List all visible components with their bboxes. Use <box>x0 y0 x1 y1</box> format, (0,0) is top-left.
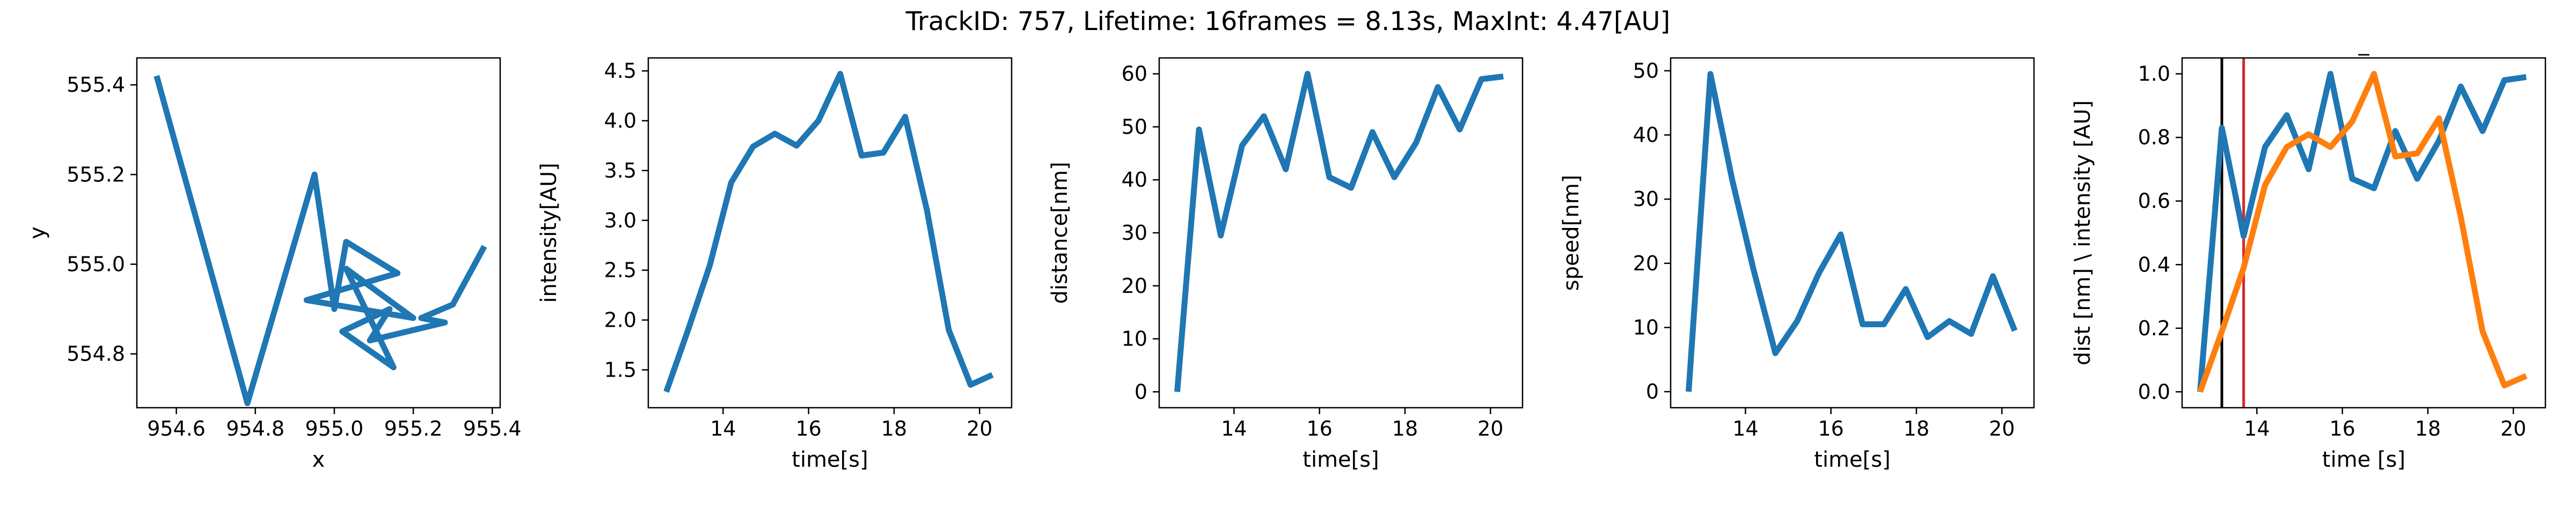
x-axis-label: time[s] <box>792 447 868 472</box>
y-tick-label: 0 <box>1135 380 1147 403</box>
plot-area <box>663 71 994 393</box>
x-tick-label: 16 <box>1306 417 1332 440</box>
subplot-4: 14 16 18 20 0 10 20 30 40 50 time[s] speed[nm] <box>1559 57 2035 472</box>
plot-area <box>1686 71 2018 392</box>
x-tick-label: 18 <box>1904 417 1929 440</box>
subplot-5: 14 16 18 20 0.0 0.2 0.4 0.6 0.8 1.0 time [s] dist [… <box>2070 31 2546 472</box>
y-tick-label: 555.4 <box>67 73 125 97</box>
x-tick-label: 16 <box>2329 417 2355 440</box>
y-tick-label: 3.5 <box>604 159 636 182</box>
axes-frame <box>1670 57 2035 409</box>
y-tick-label: 20 <box>1633 252 1659 275</box>
y-tick-label: 20 <box>1122 274 1147 298</box>
x-axis-label: time[s] <box>1814 447 1890 472</box>
x-tick-label: 955.4 <box>463 417 522 440</box>
plot-area <box>2197 58 2528 408</box>
y-axis-label: speed[nm] <box>1559 175 1584 291</box>
series-line-1 <box>663 71 994 393</box>
x-axis-label: time [s] <box>2322 447 2405 472</box>
x-tick-label: 954.6 <box>147 417 206 440</box>
series-line-1 <box>2197 71 2527 392</box>
figure-title: TrackID: 757, Lifetime: 16frames = 8.13s… <box>905 6 1671 36</box>
y-tick-label: 2.0 <box>604 308 636 332</box>
y-tick-label: 2.5 <box>604 259 636 282</box>
x-tick-label: 14 <box>1732 417 1758 440</box>
axes-frame <box>647 57 1013 409</box>
plot-area <box>153 75 487 407</box>
y-tick-label: 555.2 <box>67 163 125 186</box>
axes-frame <box>136 57 501 409</box>
y-tick-label: 50 <box>1633 59 1659 83</box>
y-tick-label: 554.8 <box>67 342 125 366</box>
x-tick-label: 16 <box>1818 417 1843 440</box>
y-tick-label: 30 <box>1633 187 1659 211</box>
x-tick-label: 20 <box>2500 417 2526 440</box>
y-tick-label: 10 <box>1122 327 1147 351</box>
x-tick-label: 14 <box>1221 417 1247 440</box>
series-line-2 <box>2197 71 2528 393</box>
y-tick-label: 3.0 <box>604 209 636 232</box>
y-tick-label: 0.8 <box>2138 126 2170 149</box>
y-tick-label: 0.4 <box>2138 253 2170 276</box>
y-tick-label: 0.0 <box>2138 380 2170 403</box>
y-tick-label: 555.0 <box>67 253 125 276</box>
series-line-1 <box>1174 71 1504 392</box>
y-tick-label: 1.5 <box>604 358 636 381</box>
x-tick-label: 20 <box>967 417 992 440</box>
y-tick-label: 10 <box>1633 315 1659 339</box>
x-tick-label: 20 <box>1989 417 2015 440</box>
subplot-3: 14 16 18 20 0 10 20 30 40 50 60 time[s] distance[nm] <box>1048 57 1524 472</box>
x-tick-label: 955.2 <box>384 417 443 440</box>
y-axis-label: y <box>25 226 50 239</box>
x-tick-label: 18 <box>2415 417 2441 440</box>
x-axis-label: time[s] <box>1302 447 1379 472</box>
axes-frame <box>2181 57 2546 409</box>
x-tick-label: 14 <box>710 417 736 440</box>
series-line-1 <box>153 75 487 407</box>
x-tick-label: 14 <box>2244 417 2270 440</box>
y-tick-label: 4.0 <box>604 109 636 133</box>
subplots: 954.6 954.8 955.0 955.2 955.4 554.8 555.0 555.2… <box>25 31 2546 472</box>
y-axis-label: dist [nm] \ intensity [AU] <box>2070 100 2095 365</box>
series-line-1 <box>1686 71 2018 392</box>
x-tick-label: 18 <box>881 417 907 440</box>
y-tick-label: 50 <box>1122 115 1147 138</box>
y-axis-label: distance[nm] <box>1048 161 1072 304</box>
y-axis-label: intensity[AU] <box>537 163 561 303</box>
x-tick-label: 20 <box>1477 417 1503 440</box>
y-tick-label: 0.6 <box>2138 189 2170 213</box>
x-tick-label: 954.8 <box>226 417 284 440</box>
subplot-1: 954.6 954.8 955.0 955.2 955.4 554.8 555.0 555.2… <box>25 57 522 472</box>
x-tick-label: 16 <box>795 417 821 440</box>
y-tick-label: 1.0 <box>2138 62 2170 86</box>
x-tick-label: 955.0 <box>305 417 364 440</box>
y-tick-label: 30 <box>1122 221 1147 245</box>
y-tick-label: 40 <box>1122 168 1147 192</box>
plot-area <box>1174 71 1504 392</box>
x-tick-label: 18 <box>1392 417 1418 440</box>
y-tick-label: 4.5 <box>604 59 636 83</box>
x-axis-label: x <box>312 447 325 472</box>
y-tick-label: 40 <box>1633 123 1659 147</box>
y-tick-label: 0.2 <box>2138 317 2170 340</box>
y-tick-label: 0 <box>1646 380 1659 403</box>
subplot-title: _ <box>2358 31 2370 56</box>
y-tick-label: 60 <box>1122 62 1147 86</box>
subplot-2: 14 16 18 20 1.5 2.0 2.5 3.0 3.5 4.0 4.5 time[s] inte… <box>537 57 1013 472</box>
